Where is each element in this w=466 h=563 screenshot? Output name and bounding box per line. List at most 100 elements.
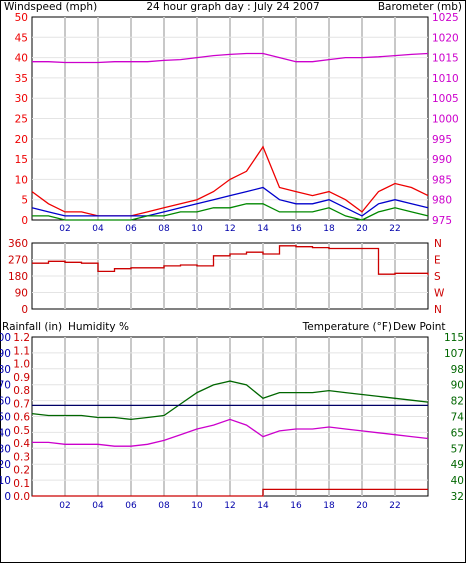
- temperature-tick-label: 57: [451, 443, 464, 455]
- chart-title: 24 hour graph day : July 24 2007: [146, 1, 319, 13]
- humidity-tick-label: 50: [0, 412, 11, 424]
- temperature-tick-label: 107: [444, 348, 464, 360]
- humidity-tick-label: 40: [0, 427, 11, 439]
- humidity-tick-label: 100: [0, 332, 11, 344]
- windspeed-tick-label: 5: [21, 195, 28, 207]
- compass-tick-label: E: [434, 255, 441, 267]
- compass-tick-label: N: [434, 304, 442, 316]
- x-tick-label: 02: [59, 224, 70, 234]
- temp-humidity-panel: 0.00.10.2 0.30.40.50.6 0.70.80.91.0 1.11.2 0…: [0, 332, 464, 511]
- rainfall-tick-label: 0.9: [13, 372, 30, 384]
- temperature-axis-label: Temperature (°F): [302, 321, 392, 333]
- direction-tick-label: 90: [15, 288, 28, 300]
- barometer-tick-label: 975: [432, 215, 452, 227]
- compass-tick-label: S: [434, 271, 441, 283]
- barometer-tick-label: 980: [432, 195, 452, 207]
- barometer-tick-label: 1000: [432, 114, 459, 126]
- windspeed-tick-label: 0: [21, 215, 28, 227]
- x-tick-label: 12: [224, 224, 235, 234]
- barometer-tick-label: 1010: [432, 73, 459, 85]
- barometer-tick-label: 995: [432, 134, 452, 146]
- wind-direction-series: [32, 245, 429, 276]
- direction-tick-label: 270: [8, 255, 28, 267]
- temperature-tick-label: 65: [451, 427, 464, 439]
- rainfall-tick-label: 0.0: [13, 491, 30, 503]
- x-tick-label: 08: [158, 224, 170, 234]
- x-tick-label: 20: [356, 501, 368, 511]
- temperature-tick-label: 82: [451, 396, 464, 408]
- temperature-tick-label: 115: [444, 332, 464, 344]
- x-tick-label: 04: [92, 501, 104, 511]
- barometer-series: [32, 52, 429, 64]
- windspeed-tick-label: 20: [15, 134, 28, 146]
- barometer-tick-label: 990: [432, 154, 452, 166]
- humidity-tick-label: 90: [0, 348, 11, 360]
- barometer-axis-label: Barometer (mb): [378, 1, 462, 13]
- x-tick-label: 12: [224, 501, 235, 511]
- x-tick-label: 06: [125, 224, 137, 234]
- rainfall-tick-label: 1.0: [13, 359, 30, 371]
- rainfall-axis-label: Rainfall (in): [2, 321, 62, 333]
- barometer-tick-label: 1020: [432, 32, 459, 44]
- dewpoint-axis-label: Dew Point: [393, 321, 446, 333]
- temperature-series: [31, 380, 429, 421]
- x-tick-label: 16: [290, 224, 302, 234]
- wind-low-series: [32, 203, 429, 221]
- rainfall-series: [32, 488, 428, 497]
- x-tick-label: 20: [356, 224, 368, 234]
- humidity-tick-label: 10: [0, 475, 11, 487]
- rainfall-tick-label: 1.2: [13, 332, 30, 344]
- compass-tick-label: N: [434, 238, 442, 250]
- barometer-tick-label: 1025: [432, 12, 459, 24]
- windspeed-tick-label: 30: [15, 93, 28, 105]
- wind-average-series: [31, 186, 429, 217]
- temperature-tick-label: 90: [451, 380, 464, 392]
- rainfall-tick-label: 0.7: [13, 398, 30, 410]
- x-tick-label: 06: [125, 501, 137, 511]
- humidity-tick-label: 60: [0, 396, 11, 408]
- windspeed-tick-label: 25: [15, 114, 28, 126]
- humidity-tick-label: 20: [0, 459, 11, 471]
- dewpoint-series: [32, 418, 429, 447]
- windspeed-axis-label: Windspeed (mph): [4, 1, 97, 13]
- temperature-tick-label: 49: [451, 459, 464, 471]
- windspeed-tick-label: 35: [15, 73, 28, 85]
- humidity-tick-label: 80: [0, 364, 11, 376]
- x-tick-label: 04: [92, 224, 104, 234]
- windspeed-tick-label: 45: [15, 32, 28, 44]
- temperature-tick-label: 74: [451, 412, 465, 424]
- barometer-tick-label: 1015: [432, 53, 459, 65]
- x-tick-label: 18: [323, 224, 335, 234]
- humidity-tick-label: 30: [0, 443, 11, 455]
- x-tick-label: 22: [389, 501, 400, 511]
- rainfall-tick-label: 1.1: [13, 345, 30, 357]
- x-tick-label: 14: [257, 501, 269, 511]
- rainfall-tick-label: 0.6: [13, 412, 30, 424]
- barometer-tick-label: 1005: [432, 93, 459, 105]
- x-tick-label: 10: [191, 501, 203, 511]
- windspeed-tick-label: 15: [15, 154, 28, 166]
- temperature-tick-label: 40: [451, 475, 464, 487]
- x-tick-label: 08: [158, 501, 170, 511]
- x-tick-label: 02: [59, 501, 70, 511]
- wind-barometer-panel: 0510152025303540455097598098599099510001…: [15, 12, 459, 234]
- temperature-tick-label: 32: [451, 491, 464, 503]
- rainfall-tick-label: 0.3: [13, 451, 30, 463]
- direction-tick-label: 180: [8, 271, 28, 283]
- windspeed-tick-label: 10: [15, 174, 28, 186]
- barometer-tick-label: 985: [432, 174, 452, 186]
- x-tick-label: 14: [257, 224, 269, 234]
- direction-tick-label: 0: [21, 304, 28, 316]
- windspeed-tick-label: 50: [15, 12, 28, 24]
- rainfall-tick-label: 0.4: [13, 438, 30, 450]
- windspeed-tick-label: 40: [15, 53, 28, 65]
- humidity-tick-label: 70: [0, 380, 11, 392]
- rainfall-tick-label: 0.8: [13, 385, 30, 397]
- x-tick-label: 10: [191, 224, 203, 234]
- x-tick-label: 16: [290, 501, 302, 511]
- rainfall-tick-label: 0.1: [13, 478, 30, 490]
- direction-tick-label: 360: [8, 238, 28, 250]
- rainfall-tick-label: 0.5: [13, 425, 30, 437]
